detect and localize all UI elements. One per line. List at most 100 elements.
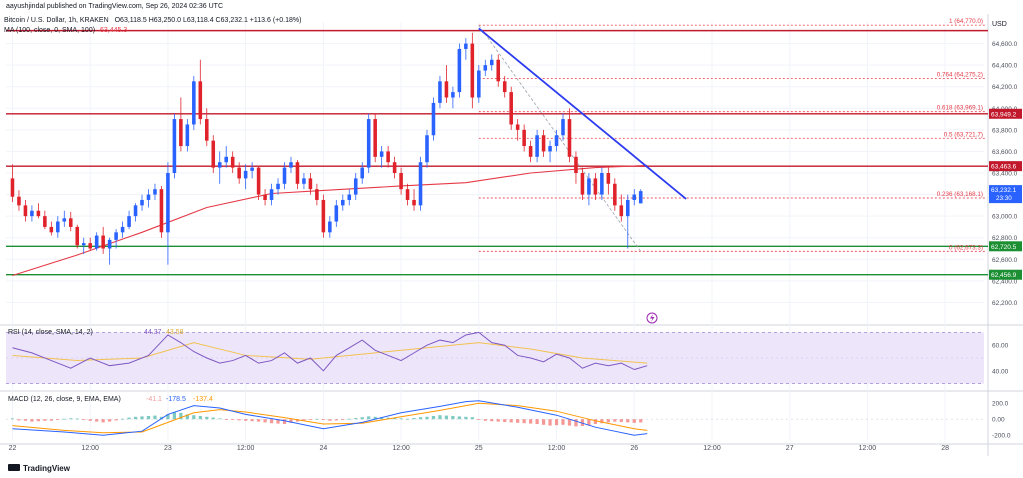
candle bbox=[10, 164, 15, 203]
candle bbox=[276, 178, 280, 195]
candle bbox=[561, 113, 565, 141]
candle bbox=[341, 194, 345, 211]
candle bbox=[133, 203, 138, 222]
candle bbox=[30, 205, 34, 222]
price-tick-label: 62,600.0 bbox=[992, 257, 1018, 264]
macd-histogram-bar bbox=[108, 419, 112, 422]
candle-body bbox=[153, 189, 157, 195]
candle-body bbox=[224, 156, 228, 163]
candle-body bbox=[263, 194, 267, 200]
macd-histogram-bar bbox=[470, 417, 474, 420]
candle-body bbox=[237, 167, 241, 179]
macd-histogram-bar bbox=[490, 419, 494, 422]
candle-body bbox=[198, 81, 203, 120]
macd-histogram-bar bbox=[386, 417, 390, 420]
macd-histogram-bar bbox=[496, 419, 500, 422]
macd-histogram-bar bbox=[444, 415, 449, 420]
candle-body bbox=[418, 162, 423, 206]
candle bbox=[75, 224, 80, 249]
candle-body bbox=[308, 178, 313, 190]
candle bbox=[399, 167, 403, 195]
macd-histogram-bar bbox=[587, 419, 591, 426]
candle-body bbox=[185, 124, 190, 147]
candle-body bbox=[509, 92, 513, 125]
candle-body bbox=[360, 167, 365, 179]
candle-body bbox=[146, 194, 151, 200]
candle-body bbox=[470, 43, 475, 98]
candle-body bbox=[172, 119, 177, 173]
candle-body bbox=[120, 226, 125, 233]
candle bbox=[321, 194, 326, 238]
macd-histogram-bar bbox=[205, 416, 209, 420]
macd-histogram-bar bbox=[477, 419, 481, 420]
candle-body bbox=[133, 205, 138, 217]
candle-body bbox=[373, 119, 377, 157]
macd-histogram-bar bbox=[509, 419, 513, 423]
candle bbox=[81, 237, 86, 254]
macd-histogram-bar bbox=[231, 419, 235, 420]
candle bbox=[256, 165, 261, 200]
candle bbox=[438, 75, 442, 109]
candle bbox=[185, 119, 190, 152]
candle-body bbox=[606, 173, 611, 184]
macd-histogram-bar bbox=[43, 419, 47, 421]
macd-histogram-bar bbox=[308, 419, 313, 420]
candle bbox=[632, 189, 637, 206]
fib-level-label: 0.764 (64,275.2) bbox=[937, 72, 983, 79]
candle bbox=[198, 59, 203, 125]
candle bbox=[217, 151, 222, 184]
candle bbox=[470, 32, 475, 109]
candle bbox=[347, 189, 352, 206]
macd-histogram-bar bbox=[244, 419, 248, 421]
macd-histogram-bar bbox=[250, 419, 254, 422]
macd-histogram-bar bbox=[606, 419, 610, 423]
candle-body bbox=[567, 119, 572, 157]
candle-body bbox=[392, 162, 397, 173]
candle-body bbox=[412, 199, 416, 206]
macd-histogram-bar bbox=[302, 419, 306, 421]
candle bbox=[606, 167, 611, 195]
candle-body bbox=[477, 70, 481, 98]
macd-histogram-bar bbox=[412, 418, 416, 420]
macd-histogram-bar bbox=[75, 418, 79, 420]
candle-body bbox=[619, 205, 624, 217]
macd-histogram-bar bbox=[639, 419, 643, 423]
macd-histogram-bar bbox=[418, 417, 423, 420]
candle bbox=[587, 173, 591, 206]
candle bbox=[418, 156, 423, 211]
candle bbox=[237, 162, 241, 184]
candle-body bbox=[561, 119, 565, 136]
candle bbox=[535, 129, 539, 163]
price-tick-label: 64,600.0 bbox=[992, 41, 1018, 48]
macd-histogram-bar bbox=[341, 419, 345, 420]
candle-body bbox=[347, 194, 352, 200]
candle bbox=[360, 162, 365, 184]
macd-histogram-bar bbox=[483, 419, 487, 421]
candle-body bbox=[250, 167, 254, 171]
macd-histogram-bar bbox=[347, 418, 351, 420]
macd-histogram-bar bbox=[367, 416, 371, 420]
price-tick-label: 63,800.0 bbox=[992, 127, 1018, 134]
flash-icon-bolt bbox=[650, 314, 655, 322]
candle bbox=[593, 173, 598, 200]
macd-histogram-bar bbox=[127, 417, 131, 420]
macd-histogram-bar bbox=[256, 419, 261, 422]
candle bbox=[224, 146, 228, 168]
candle bbox=[625, 194, 630, 249]
ma-legend-label: MA (100, close, 0, SMA, 100) bbox=[4, 27, 96, 34]
candle bbox=[600, 167, 604, 200]
candle bbox=[17, 190, 21, 211]
macd-signal-line bbox=[12, 402, 648, 434]
candle-body bbox=[282, 167, 287, 184]
candle-body bbox=[580, 173, 585, 195]
fib-level-label: 0 (62,673.3) bbox=[949, 244, 983, 251]
candle bbox=[56, 216, 60, 238]
macd-histogram-bar bbox=[392, 418, 397, 420]
candle-body bbox=[451, 92, 455, 98]
candle-body bbox=[444, 81, 449, 98]
time-tick-label: 12:00 bbox=[859, 445, 877, 452]
macd-histogram-bar bbox=[166, 414, 170, 420]
candle bbox=[153, 183, 157, 200]
macd-histogram-bar bbox=[140, 416, 144, 420]
rsi-value: 44.37 bbox=[144, 329, 162, 336]
